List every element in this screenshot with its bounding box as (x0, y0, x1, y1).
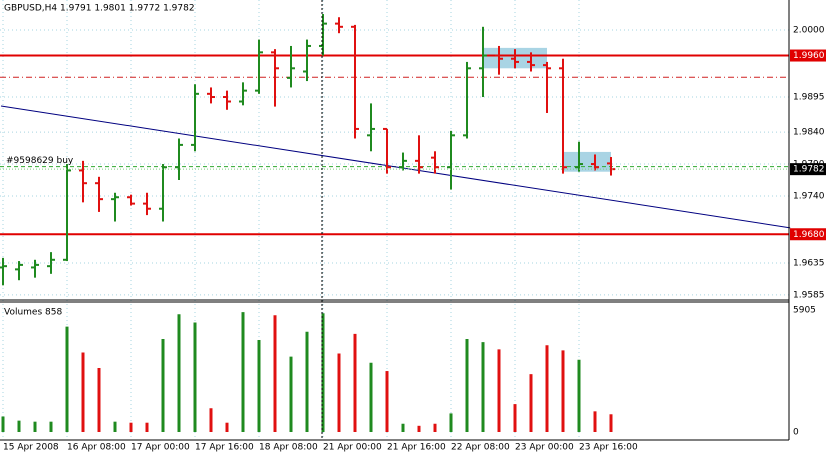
level-label: 1.9960 (793, 51, 825, 61)
y-tick-label: 1.9895 (793, 93, 825, 103)
price-label-box (790, 163, 826, 176)
x-tick-label: 23 Apr 16:00 (579, 443, 638, 453)
x-tick-label: 22 Apr 08:00 (451, 443, 510, 453)
x-tick-label: 23 Apr 00:00 (515, 443, 574, 453)
x-tick-label: 17 Apr 00:00 (131, 443, 190, 453)
y-tick-label: 1.9635 (793, 258, 825, 268)
chart-title: GBPUSD,H4 1.9791 1.9801 1.9772 1.9782 (4, 4, 195, 14)
volume-title: Volumes 858 (4, 308, 62, 318)
x-tick-label: 16 Apr 08:00 (67, 443, 126, 453)
x-tick-label: 17 Apr 16:00 (195, 443, 254, 453)
trend-line (0, 105, 791, 229)
y-tick-label: 0 (793, 428, 799, 438)
plot (0, 14, 791, 432)
y-tick-label: 2.0000 (793, 26, 825, 36)
x-tick-label: 18 Apr 08:00 (259, 443, 318, 453)
x-tick-label: 15 Apr 2008 (3, 443, 59, 453)
price-label: 1.9782 (793, 165, 825, 175)
y-tick-label: 1.9585 (793, 290, 825, 300)
level-label-box (790, 228, 826, 241)
y-tick-label: 1.9840 (793, 128, 825, 138)
level-label: 1.9680 (793, 230, 825, 240)
x-tick-label: 21 Apr 16:00 (387, 443, 446, 453)
level-label-box (790, 49, 826, 62)
x-tick-label: 21 Apr 00:00 (323, 443, 382, 453)
order-label: #9598629 buy (6, 156, 74, 166)
y-tick-label: 5905 (793, 306, 816, 316)
y-tick-label: 1.9740 (793, 191, 825, 201)
